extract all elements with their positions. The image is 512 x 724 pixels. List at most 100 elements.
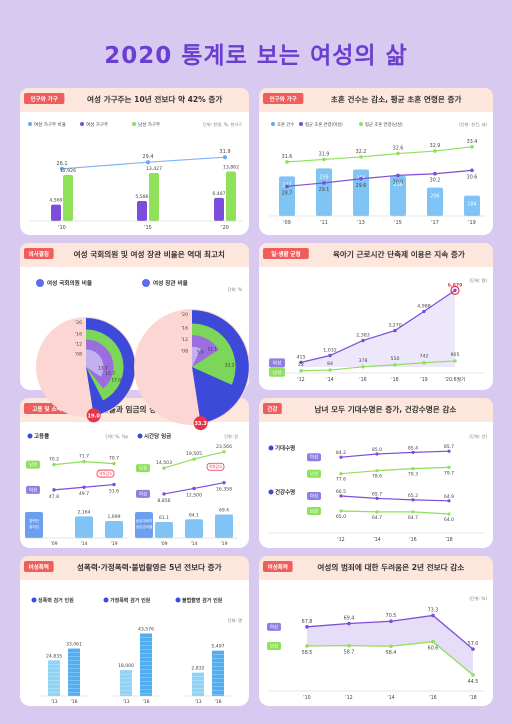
point-male	[447, 512, 451, 516]
x-tick-label: '12	[345, 695, 352, 701]
pie-category-label: '20	[75, 320, 82, 326]
point-female	[339, 455, 343, 459]
category-label: 건강	[267, 405, 277, 413]
point-male	[393, 363, 397, 367]
point-ratio	[60, 166, 64, 171]
gap-label: 격차감소	[99, 471, 113, 476]
legend-marker	[132, 122, 136, 126]
data-label-bar: 2,832	[191, 666, 204, 672]
data-label: 22.2	[225, 362, 235, 368]
data-label-age: 33.4	[467, 139, 478, 145]
category-badge	[263, 403, 282, 414]
data-label-female: 84.2	[336, 450, 346, 456]
unit-label: (단위: %)	[469, 595, 487, 602]
series-tag-male	[307, 507, 321, 515]
bar-value	[68, 648, 80, 696]
panel-title: 남녀 모두 기대수명은 증가, 건강수명은 감소	[314, 404, 456, 414]
data-label: 15.7	[105, 371, 115, 377]
unit-label: 단위: %	[228, 286, 242, 293]
data-label-female: 64.9	[444, 494, 454, 500]
x-tick-label: '18	[214, 699, 221, 705]
point-female	[52, 488, 56, 492]
panel-header-fill	[259, 259, 493, 267]
unit-label: 단위: 명	[228, 617, 242, 624]
category-badge	[263, 93, 304, 104]
point-male	[347, 643, 351, 648]
data-label-male: 22	[298, 362, 304, 368]
point-female	[471, 647, 475, 651]
point-female	[339, 494, 343, 498]
data-label-female: 3,270	[388, 323, 401, 329]
data-label-age: 28.7	[282, 190, 293, 196]
gap-badge	[96, 469, 115, 478]
point-female	[82, 485, 86, 489]
legend-marker	[271, 122, 275, 126]
x-tick-label: '19	[220, 541, 227, 547]
bar-value	[185, 519, 203, 538]
x-tick-label: '10	[58, 225, 66, 231]
chart-bullet-icon	[175, 597, 181, 603]
data-label-age: 30.0	[393, 179, 404, 185]
point-age	[359, 155, 363, 159]
series-tag-label: 여성	[270, 623, 278, 630]
category-label: 의사결정	[29, 250, 49, 258]
x-tick-label: '15	[144, 225, 152, 231]
point-age	[396, 173, 400, 178]
point-male	[299, 369, 303, 373]
data-label-female: 70.5	[386, 613, 397, 619]
data-label-male: 70.7	[109, 456, 119, 462]
data-label-male: 378	[359, 358, 368, 364]
bar-female	[214, 197, 224, 221]
series-tag-female	[307, 492, 321, 500]
point-female	[347, 621, 351, 626]
point-female	[453, 288, 457, 293]
data-label-female: 51.6	[109, 489, 119, 495]
panel-health	[259, 398, 493, 548]
point-male	[222, 450, 226, 454]
data-label-bar: 24,835	[46, 653, 62, 659]
point-age	[285, 160, 289, 164]
point-female	[299, 360, 303, 365]
x-tick-label: '09	[50, 541, 57, 547]
point-male	[162, 466, 166, 470]
data-label-male: 71.7	[79, 454, 89, 460]
pie-slice	[192, 335, 219, 367]
data-label-age: 30.2	[430, 178, 441, 184]
point-age	[396, 151, 400, 156]
chart-bullet-icon	[137, 433, 143, 439]
point-age	[470, 168, 474, 173]
highlight-marker	[86, 408, 101, 423]
data-label-female: 2,383	[356, 332, 369, 338]
series-tag-female	[136, 489, 150, 498]
x-tick-label: '14	[190, 541, 197, 547]
data-label-male: 58.5	[302, 650, 313, 656]
data-label-male: 13,862	[223, 164, 239, 170]
chart-title: 고용률	[34, 432, 49, 440]
series-tag-label: 여성	[139, 490, 147, 497]
point-male	[389, 644, 393, 649]
series-line-male	[300, 360, 456, 372]
data-label-bar: 2,164	[78, 509, 91, 515]
bar-marriages	[316, 168, 332, 216]
data-label-ratio: 31.9	[219, 149, 230, 155]
data-label-female: 16,358	[216, 487, 232, 493]
point-female	[447, 449, 451, 453]
bar-value	[75, 516, 93, 538]
panel-title: 성폭력·가정폭력·불법촬영은 5년 전보다 증가	[77, 562, 222, 572]
series-tag-male	[307, 469, 321, 478]
chart-bullet-icon	[36, 279, 44, 287]
data-label-female: 415	[297, 354, 306, 360]
pie-category-label: '16	[75, 332, 82, 338]
point-female	[411, 450, 415, 454]
panel-title: 여성 가구주는 10년 전보다 약 42% 증가	[87, 94, 222, 104]
series-tag-female	[269, 358, 285, 368]
point-age	[433, 149, 437, 153]
bar-marriages	[353, 169, 369, 216]
pie-category-label: '12	[181, 337, 188, 343]
series-tag-label: 남성	[139, 465, 147, 472]
series-tag-label: 여성	[310, 454, 318, 461]
chart-title: 기대수명	[275, 444, 295, 452]
x-tick-label: '18	[70, 699, 77, 705]
gap-label: 격차감소	[209, 464, 223, 469]
pie-category-label: '12	[75, 342, 82, 348]
